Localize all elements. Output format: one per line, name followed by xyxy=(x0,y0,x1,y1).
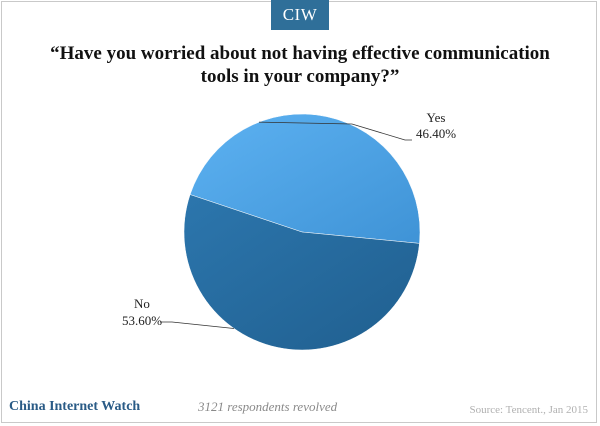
site-name: China Internet Watch xyxy=(9,399,141,414)
slice-value-yes: 46.40% xyxy=(416,126,456,141)
leader-line-no xyxy=(160,321,235,329)
pie-slice-no xyxy=(183,194,420,351)
respondents-note: 3121 respondents revolved xyxy=(198,399,338,414)
slice-label-yes: Yes xyxy=(427,110,446,125)
source-note: Source: Tencent., Jan 2015 xyxy=(469,404,588,416)
pie-slice-yes xyxy=(189,113,421,244)
brand-badge: CIW xyxy=(271,0,329,30)
slice-label-no: No xyxy=(134,296,150,311)
slice-value-no: 53.60% xyxy=(122,313,162,328)
leader-line-yes xyxy=(258,121,412,141)
chart-title: “Have you worried about not having effec… xyxy=(50,43,550,87)
